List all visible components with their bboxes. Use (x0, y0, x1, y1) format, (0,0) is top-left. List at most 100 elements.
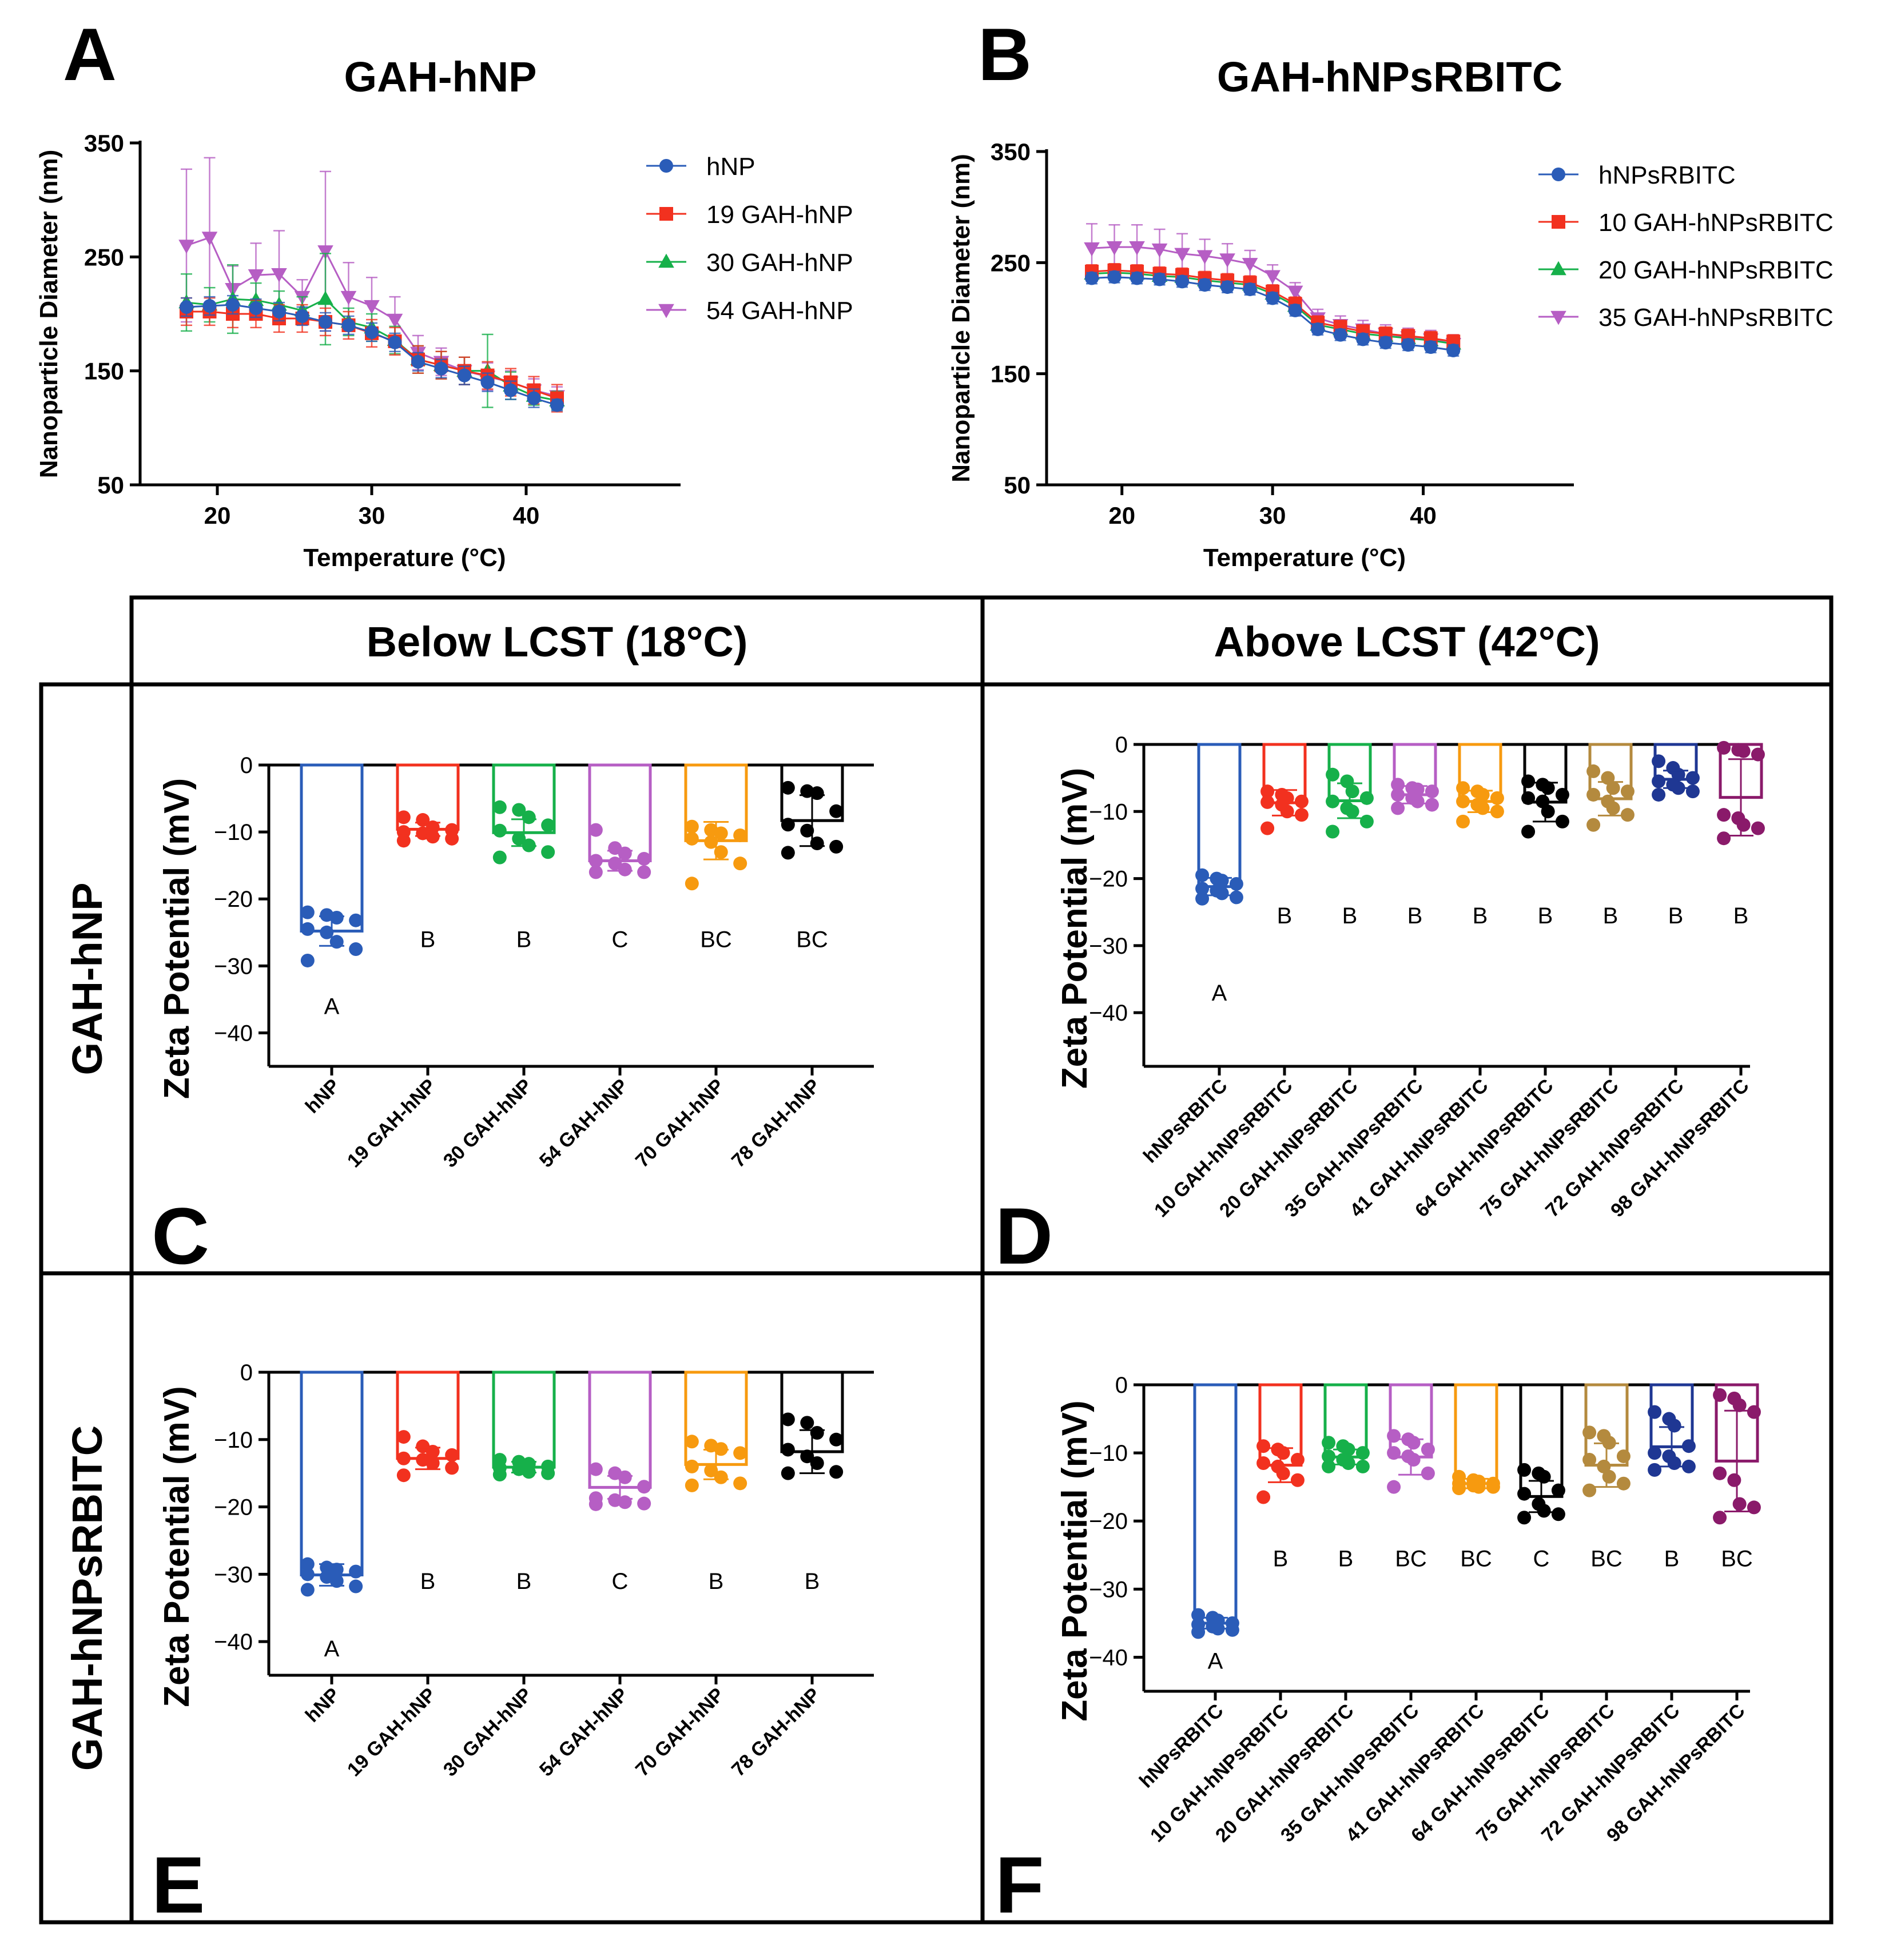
panel-d-significance-label: B (1668, 903, 1684, 929)
panel-f-y-axis-label: Zeta Potential (mV) (1055, 1400, 1095, 1722)
panel-d-data-point (1425, 798, 1439, 812)
panel-e-data-point (637, 1496, 651, 1511)
panel-b-data-point (1356, 332, 1370, 346)
panel-f-data-point (1256, 1490, 1271, 1504)
panel-b-data-point (1196, 250, 1213, 265)
panel-f-y-tick-label: −20 (1089, 1509, 1128, 1534)
panel-d-data-point (1652, 754, 1666, 768)
panel-a-y-tick-label: 250 (84, 244, 124, 270)
panel-b-data-point (1401, 338, 1415, 352)
panel-c-data-point (396, 834, 411, 848)
panel-f-data-point (1421, 1443, 1435, 1457)
panel-c-category-label-19-gah-hnp: 19 GAH-hNP (343, 1075, 440, 1172)
panel-e-category-label-78-gah-hnp: 78 GAH-hNP (727, 1684, 825, 1781)
panel-c-data-point (588, 865, 603, 879)
panel-a-data-point (480, 375, 495, 389)
panel-b-data-point (1446, 343, 1461, 357)
panel-e-group-19-gah-hnp: B (396, 1371, 460, 1594)
panel-e-data-point (685, 1478, 699, 1492)
panel-c-data-point (396, 810, 411, 824)
panel-f-data-point (1191, 1608, 1206, 1622)
panel-f-data-point (1713, 1466, 1727, 1480)
panel-f-group-10-gah-hnpsrbitc: B (1256, 1383, 1305, 1572)
panel-c-data-point (588, 854, 603, 868)
panel-f-data-point (1406, 1436, 1421, 1450)
panel-c-category-label-hnp: hNP (301, 1075, 344, 1118)
panel-e-category-label-30-gah-hnp: 30 GAH-hNP (439, 1684, 536, 1781)
panel-a-y-tick-label: 350 (84, 130, 124, 157)
panel-d-data-point (1195, 868, 1210, 882)
panel-e-data-point (810, 1456, 824, 1470)
panel-d-bar (1197, 743, 1242, 889)
panel-a-data-point (271, 268, 287, 282)
panel-d-data-point (1229, 890, 1243, 905)
panel-a-x-tick-label: 20 (204, 502, 231, 529)
panel-d-significance-label: B (1603, 903, 1618, 929)
panel-f-significance-label: A (1208, 1648, 1223, 1674)
panel-e-data-point (588, 1497, 603, 1511)
panel-c-data-point (781, 780, 795, 795)
panel-b-series-hnpsrbitc (1085, 270, 1461, 357)
panel-f-data-point (1648, 1463, 1662, 1477)
row-label-gah-hnp: GAH-hNP (63, 882, 111, 1075)
panel-d-significance-label: B (1277, 903, 1293, 929)
panel-a-legend-label-30-gah-hnp: 30 GAH-hNP (706, 249, 853, 277)
panel-e-data-point (300, 1557, 315, 1571)
panel-c-data-point (512, 831, 526, 846)
panel-a-data-point (248, 269, 264, 284)
panel-c-data-point (320, 925, 334, 939)
panel-a-data-point (434, 361, 448, 376)
panel-f-data-point (1681, 1439, 1696, 1453)
panel-d-data-point (1685, 784, 1700, 799)
panel-f-significance-label: B (1664, 1547, 1680, 1572)
panel-e-group-70-gah-hnp: B (684, 1371, 748, 1594)
panel-e-significance-label: C (612, 1569, 629, 1594)
panel-c-data-point (685, 877, 699, 891)
panel-letter-D: D (995, 1191, 1053, 1281)
panel-b-legend-marker (1552, 168, 1565, 181)
panel-d-data-point (1345, 804, 1359, 819)
panel-d-data-point (1359, 791, 1374, 805)
panel-e-data-point (492, 1468, 507, 1482)
panel-f-y-tick-label: −30 (1089, 1577, 1128, 1602)
panel-e-data-point (349, 1579, 363, 1594)
panel-b-legend-marker (1550, 310, 1566, 325)
panel-d-group-72-gah-hnpsrbitc: B (1652, 743, 1700, 929)
panel-e-data-point (588, 1462, 603, 1476)
panel-b-y-tick-label: 50 (1004, 472, 1031, 499)
panel-c-data-point (637, 851, 651, 866)
panel-e-data-point (733, 1476, 747, 1491)
panel-b-y-tick-label: 250 (991, 249, 1031, 276)
panel-c-data-point (300, 905, 315, 919)
panel-b-y-tick-label: 350 (991, 138, 1031, 165)
panel-b-data-point (1287, 285, 1303, 300)
panel-e-data-point (685, 1435, 699, 1449)
panel-f-data-point (1582, 1425, 1597, 1440)
panel-d-data-point (1736, 818, 1751, 832)
panel-c-category-label-30-gah-hnp: 30 GAH-hNP (439, 1075, 536, 1172)
panel-a-data-point (272, 305, 286, 319)
panel-f-y-tick-label: −40 (1089, 1645, 1128, 1670)
panel-a-data-point (202, 299, 217, 313)
panel-e-significance-label: A (324, 1636, 340, 1662)
panel-f-data-point (1667, 1419, 1681, 1433)
panel-a-legend-label-54-gah-hnp: 54 GAH-hNP (706, 297, 853, 325)
panel-d-data-point (1736, 744, 1751, 758)
panel-e-significance-label: B (420, 1569, 436, 1594)
panel-d-data-point (1229, 877, 1243, 891)
panel-e-significance-label: B (516, 1569, 532, 1594)
panel-c-data-point (800, 823, 814, 838)
panel-e-significance-label: B (805, 1569, 820, 1594)
panel-c-data-point (512, 803, 526, 817)
panel-c-category-label-54-gah-hnp: 54 GAH-hNP (535, 1075, 633, 1172)
panel-b-data-point (1242, 258, 1258, 272)
panel-c-group-hnp: A (300, 763, 364, 1019)
panel-e-data-point (425, 1456, 440, 1470)
panel-a-data-point (387, 313, 403, 328)
panel-d-data-point (1326, 794, 1340, 808)
panel-c-data-point (329, 911, 344, 925)
panel-a-legend-marker (659, 207, 673, 221)
panel-a-data-point (178, 240, 194, 254)
panel-a-data-point (317, 290, 333, 305)
